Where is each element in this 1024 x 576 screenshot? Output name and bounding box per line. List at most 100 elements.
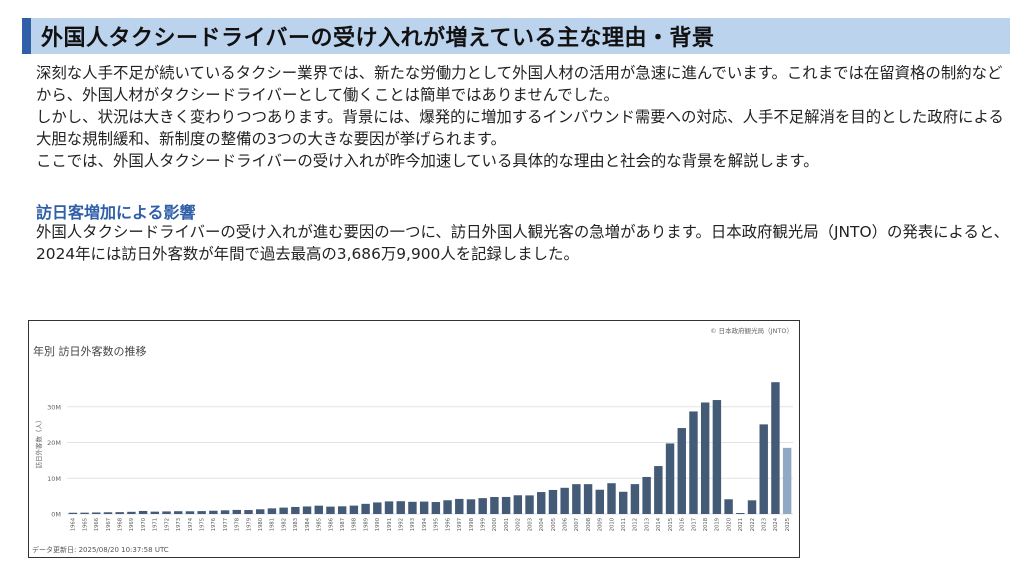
- bar-1993: [408, 501, 417, 514]
- x-tick-label: 1969: [129, 518, 135, 531]
- bar-2024: [771, 382, 780, 514]
- x-tick-label: 1982: [281, 518, 287, 531]
- x-tick-label: 1994: [422, 517, 428, 531]
- bar-1978: [232, 509, 242, 514]
- x-tick-label: 1966: [94, 518, 100, 531]
- bar-1967: [103, 512, 113, 514]
- x-tick-label: 2023: [762, 518, 768, 531]
- section-heading: 訪日客増加による影響: [36, 203, 196, 222]
- x-tick-label: 2015: [668, 518, 674, 531]
- bar-1979: [244, 510, 253, 514]
- bar-1989: [361, 503, 370, 514]
- x-tick-label: 1999: [480, 518, 486, 531]
- x-tick-label: 2006: [562, 518, 568, 531]
- bar-1968: [115, 512, 124, 514]
- x-tick-label: 1967: [106, 518, 112, 531]
- x-tick-label: 1991: [387, 518, 393, 531]
- x-tick-label: 1997: [457, 518, 463, 531]
- x-tick-label: 2013: [644, 518, 650, 531]
- chart-updated: データ更新日: 2025/08/20 10:37:58 UTC: [32, 546, 169, 554]
- bar-2011: [618, 491, 628, 514]
- bar-1974: [185, 511, 195, 514]
- bar-2008: [583, 484, 593, 514]
- bar-2022: [747, 500, 757, 514]
- x-tick-label: 2005: [551, 518, 557, 531]
- bar-2023: [759, 424, 768, 514]
- x-tick-label: 1964: [71, 517, 77, 531]
- bar-2012: [630, 484, 640, 514]
- bar-1972: [162, 511, 171, 514]
- chart-source: © 日本政府観光局（JNTO）: [710, 327, 793, 335]
- x-tick-label: 1984: [305, 517, 311, 531]
- intro-paragraph-2: しかし、状況は大きく変わりつつあります。背景には、爆発的に増加するインバウンド需…: [36, 108, 1004, 148]
- bar-1994: [419, 501, 429, 514]
- y-tick-label: 30M: [47, 403, 61, 411]
- x-tick-label: 1981: [270, 518, 276, 531]
- x-tick-label: 1992: [399, 518, 405, 531]
- bar-1997: [455, 498, 464, 514]
- x-tick-label: 2010: [609, 518, 615, 531]
- section-text: 外国人タクシードライバーの受け入れが進む要因の一つに、訪日外国人観光客の急増があ…: [36, 223, 1010, 263]
- bar-1971: [150, 511, 160, 514]
- x-tick-label: 1998: [469, 518, 475, 531]
- x-tick-label: 2011: [621, 518, 627, 531]
- bar-2010: [607, 483, 616, 514]
- x-tick-label: 2024: [773, 517, 779, 531]
- x-tick-label: 1977: [223, 518, 229, 531]
- y-tick-label: 0M: [51, 511, 61, 519]
- bar-2015: [665, 443, 675, 514]
- bar-1966: [92, 512, 101, 514]
- x-tick-label: 1975: [199, 518, 205, 531]
- chart-title: 年別 訪日外客数の推移: [33, 345, 147, 358]
- bar-1987: [337, 506, 347, 514]
- bar-1964: [68, 512, 78, 514]
- bar-1986: [326, 506, 335, 514]
- x-tick-label: 1979: [246, 518, 252, 531]
- bar-2006: [560, 487, 569, 514]
- bar-1985: [314, 505, 323, 514]
- x-tick-label: 1988: [352, 518, 358, 531]
- chart-svg: 訪日外客数（人） 0M 10M 20M 30M 1964 1965 1966 1967 1968 1…: [34, 382, 793, 531]
- bar-2001: [501, 496, 511, 514]
- bar-1996: [443, 500, 452, 514]
- bar-1991: [384, 501, 394, 514]
- bar-2025: [782, 447, 792, 514]
- x-tick-label: 1990: [375, 518, 381, 531]
- x-tick-label: 1972: [164, 518, 170, 531]
- bar-1998: [466, 499, 476, 514]
- y-tick-label: 10M: [47, 475, 61, 483]
- bar-1965: [80, 512, 89, 514]
- bar-1970: [138, 510, 148, 514]
- x-tick-label: 1993: [410, 518, 416, 531]
- bar-1981: [267, 508, 277, 514]
- bar-2020: [724, 499, 733, 514]
- bar-1995: [431, 502, 441, 514]
- y-tick-label: 20M: [47, 439, 61, 447]
- bar-2013: [642, 476, 651, 514]
- bar-1982: [279, 507, 288, 514]
- bar-2005: [548, 489, 558, 514]
- x-tick-label: 1987: [340, 518, 346, 531]
- bar-1980: [255, 509, 265, 514]
- x-tick-label: 2014: [656, 517, 662, 531]
- bar-2014: [654, 466, 663, 514]
- x-tick-label: 1996: [445, 518, 451, 531]
- x-tick-label: 2009: [598, 518, 604, 531]
- x-tick-label: 2022: [750, 518, 756, 531]
- bar-2021: [736, 513, 745, 514]
- bar-1973: [174, 511, 183, 514]
- bar-2003: [525, 495, 534, 514]
- x-tick-label: 2000: [492, 518, 498, 531]
- bar-1977: [220, 510, 230, 514]
- bar-2004: [537, 492, 546, 514]
- bar-1969: [127, 511, 136, 514]
- bar-1984: [302, 506, 312, 514]
- x-tick-label: 1976: [211, 518, 217, 531]
- bar-1983: [291, 506, 300, 514]
- x-tick-label: 1971: [153, 518, 159, 531]
- x-tick-label: 2003: [527, 518, 533, 531]
- intro-paragraph-1: 深刻な人手不足が続いているタクシー業界では、新たな労働力として外国人材の活用が急…: [36, 64, 1003, 104]
- bar-2019: [712, 400, 722, 514]
- x-tick-label: 2025: [785, 518, 791, 531]
- x-tick-label: 1983: [293, 518, 299, 531]
